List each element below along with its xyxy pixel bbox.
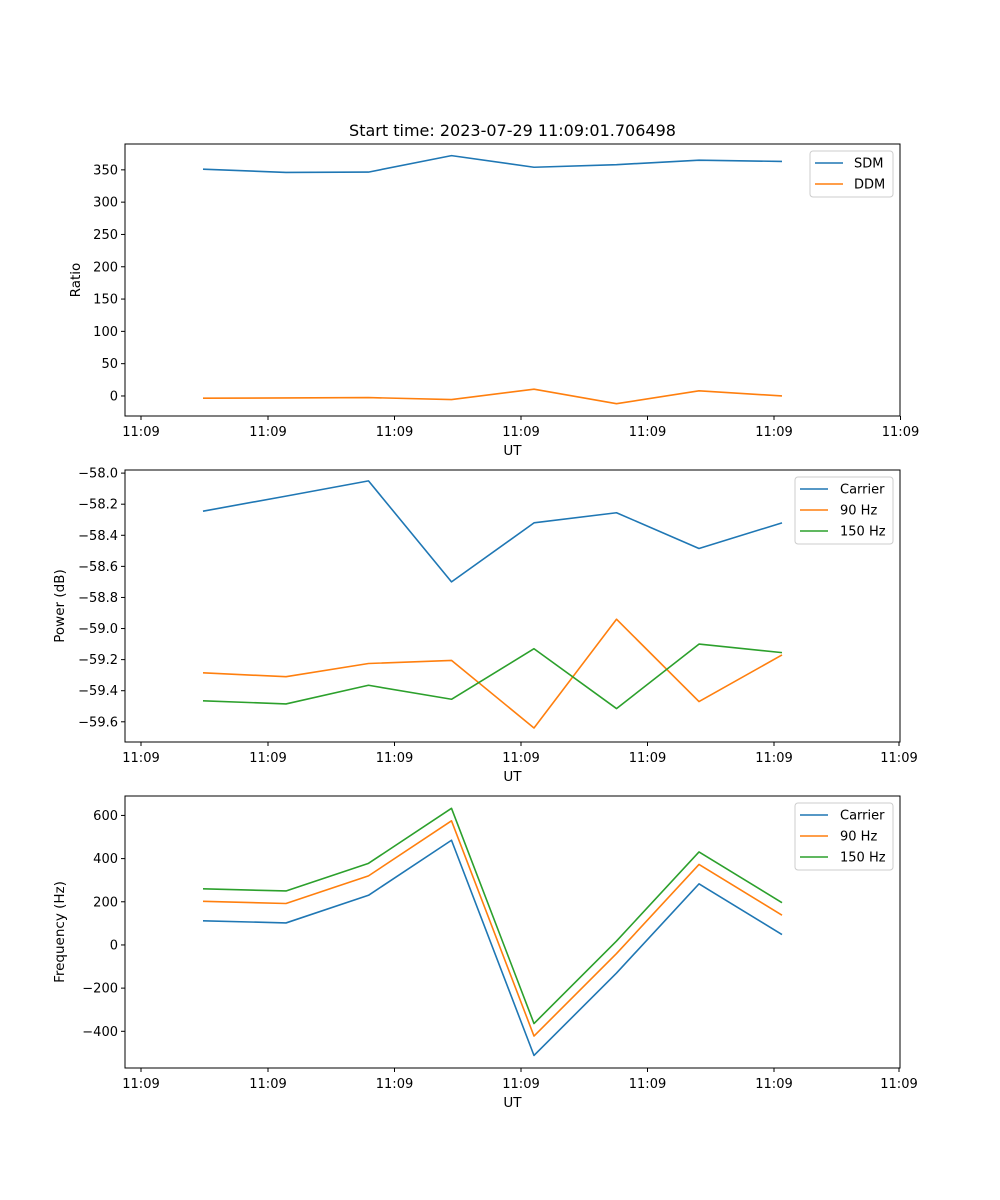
y-tick-label: 350 <box>93 163 118 178</box>
chart-panel-3: −400 −200 0 200 400 600 11:09 11:09 11:09 11:09 11… <box>52 795 918 1111</box>
x-axis-label: UT <box>503 443 522 459</box>
y-tick-label: 300 <box>93 196 118 211</box>
legend-label: Carrier <box>840 483 885 498</box>
legend-label: 90 Hz <box>840 504 877 519</box>
x-tick-label: 11:09 <box>755 1077 792 1092</box>
legend: SDM DDM <box>809 150 894 198</box>
x-tick-label: 11:09 <box>122 751 159 766</box>
x-tick-label: 11:09 <box>122 1077 159 1092</box>
x-tick-label: 11:09 <box>882 425 919 440</box>
axes-frame <box>124 143 901 417</box>
x-tick-label: 11:09 <box>880 1077 917 1092</box>
x-tick-label: 11:09 <box>880 751 917 766</box>
y-tick-label: 150 <box>93 293 118 308</box>
x-tick-label: 11:09 <box>249 751 286 766</box>
y-tick-label: 100 <box>93 325 118 340</box>
axes-frame <box>124 469 901 743</box>
series-line-ddm <box>202 388 783 405</box>
x-tick-label: 11:09 <box>629 751 666 766</box>
y-axis-label: Ratio <box>68 263 84 298</box>
legend-label: 150 Hz <box>840 525 886 540</box>
y-tick-label: 50 <box>101 357 118 372</box>
x-tick-label: 11:09 <box>502 1077 539 1092</box>
y-tick-label: −58.6 <box>78 560 118 575</box>
series-line-150-hz <box>202 643 783 710</box>
legend-label: 150 Hz <box>840 851 886 866</box>
x-tick-label: 11:09 <box>629 1077 666 1092</box>
chart-panel-2: −59.6 −59.4 −59.2 −59.0 −58.8 −58.6 −58.4 −58.2… <box>52 467 918 785</box>
y-tick-label: 0 <box>110 938 118 953</box>
x-tick-label: 11:09 <box>755 751 792 766</box>
y-axis-label: Frequency (Hz) <box>52 881 68 983</box>
legend-label: DDM <box>854 178 885 193</box>
legend: Carrier 90 Hz 150 Hz <box>794 802 894 871</box>
series-line-carrier <box>202 480 783 583</box>
legend-box <box>794 802 894 871</box>
series-line-sdm <box>202 154 783 174</box>
y-tick-label: −59.6 <box>78 715 118 730</box>
series-line-90-hz <box>202 618 783 729</box>
y-tick-label: 0 <box>110 389 118 404</box>
x-tick-label: 11:09 <box>502 751 539 766</box>
x-tick-label: 11:09 <box>755 425 792 440</box>
x-tick-label: 11:09 <box>249 1077 286 1092</box>
axes-frame <box>124 795 901 1069</box>
y-tick-label: −58.4 <box>78 529 118 544</box>
y-tick-label: 200 <box>93 895 118 910</box>
y-tick-label: −59.0 <box>78 622 118 637</box>
x-tick-label: 11:09 <box>376 751 413 766</box>
x-tick-label: 11:09 <box>122 425 159 440</box>
legend-box <box>794 476 894 545</box>
y-tick-label: 400 <box>93 852 118 867</box>
y-tick-label: −200 <box>82 982 118 997</box>
legend: Carrier 90 Hz 150 Hz <box>794 476 894 545</box>
x-tick-label: 11:09 <box>629 425 666 440</box>
x-tick-label: 11:09 <box>376 425 413 440</box>
series-line-90-hz <box>202 820 783 1037</box>
y-axis-label: Power (dB) <box>52 569 68 642</box>
x-tick-label: 11:09 <box>249 425 286 440</box>
y-tick-label: 250 <box>93 228 118 243</box>
y-tick-label: −58.0 <box>78 467 118 482</box>
legend-label: Carrier <box>840 809 885 824</box>
x-axis-label: UT <box>503 769 522 785</box>
x-axis-label: UT <box>503 1095 522 1111</box>
chart-title: Start time: 2023-07-29 11:09:01.706498 <box>349 121 676 140</box>
y-tick-label: −58.8 <box>78 591 118 606</box>
x-tick-label: 11:09 <box>502 425 539 440</box>
y-tick-label: −59.4 <box>78 684 118 699</box>
y-tick-label: 200 <box>93 260 118 275</box>
chart-panel-1: 0 50 100 150 200 250 300 350 11:09 11:09 11:09 11:0… <box>68 143 919 459</box>
y-tick-label: −58.2 <box>78 498 118 513</box>
x-tick-label: 11:09 <box>376 1077 413 1092</box>
y-tick-label: −400 <box>82 1025 118 1040</box>
y-tick-label: −59.2 <box>78 653 118 668</box>
legend-label: SDM <box>854 157 883 172</box>
legend-label: 90 Hz <box>840 830 877 845</box>
series-line-150-hz <box>202 807 783 1025</box>
y-tick-label: 600 <box>93 809 118 824</box>
series-line-carrier <box>202 839 783 1057</box>
